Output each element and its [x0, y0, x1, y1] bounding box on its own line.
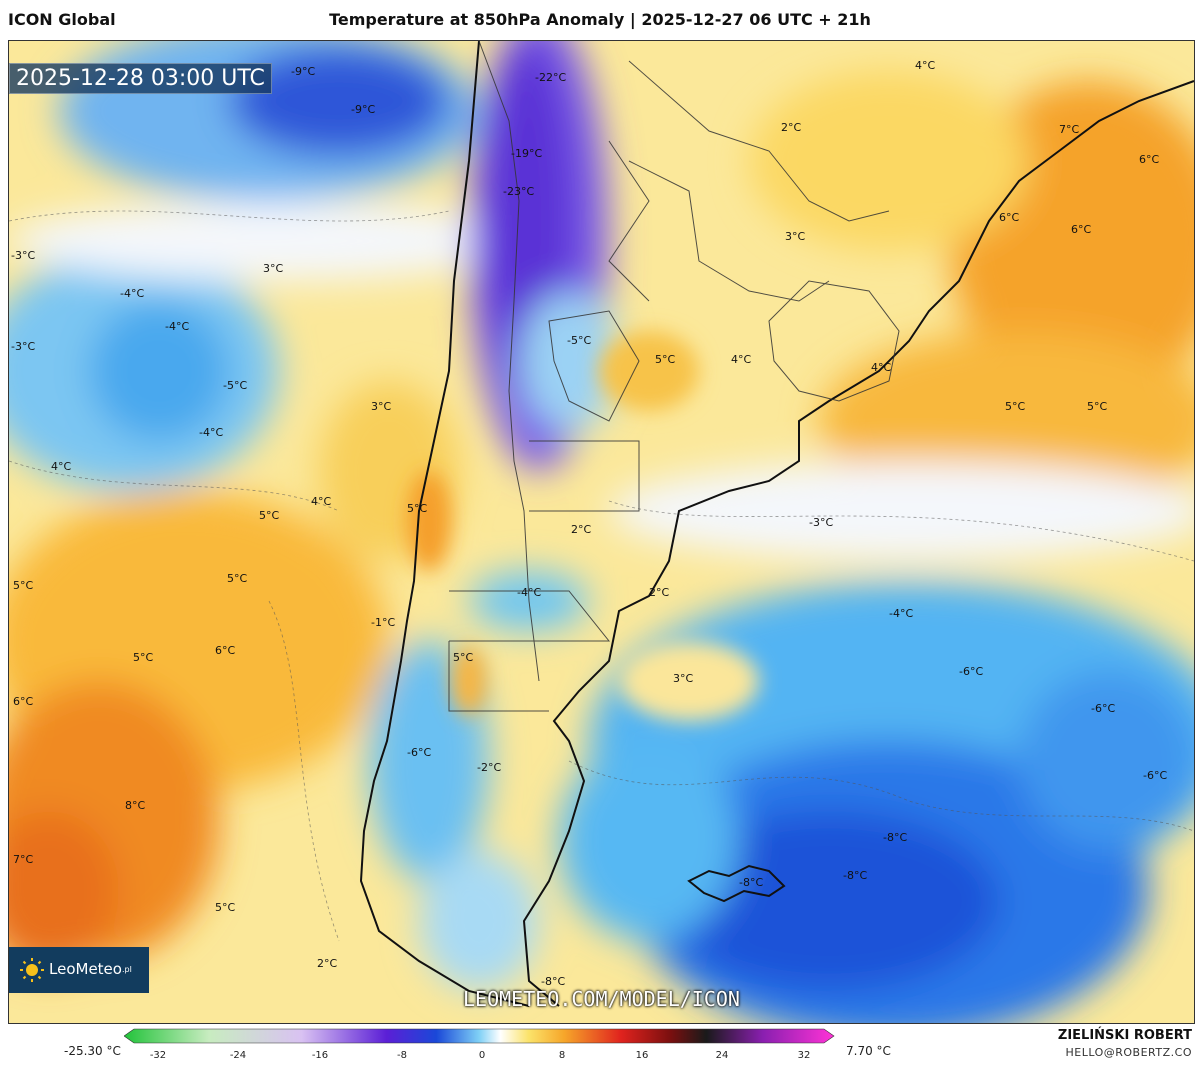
- logo-suffix: .pl: [121, 965, 132, 974]
- color-scale: -32 -24 -16 -8 0 8 16 24 32: [124, 1028, 835, 1061]
- scale-tick: -8: [397, 1050, 407, 1061]
- model-name: ICON Global: [8, 10, 116, 29]
- temp-label: 3°C: [785, 230, 805, 243]
- temp-label: -8°C: [739, 876, 763, 889]
- temp-label: -22°C: [535, 71, 566, 84]
- anomaly-map: -9°C -9°C -22°C -19°C -23°C 4°C 2°C 7°C …: [8, 40, 1195, 1024]
- temp-label: 8°C: [125, 799, 145, 812]
- scale-tick: 32: [798, 1050, 811, 1061]
- temp-label: 2°C: [781, 121, 801, 134]
- temp-label: 5°C: [227, 572, 247, 585]
- temp-label: -4°C: [199, 426, 223, 439]
- temperature-labels: -9°C -9°C -22°C -19°C -23°C 4°C 2°C 7°C …: [11, 59, 1167, 988]
- temp-label: 5°C: [655, 353, 675, 366]
- temp-label: 2°C: [571, 523, 591, 536]
- temp-label: 5°C: [407, 502, 427, 515]
- temp-label: 6°C: [215, 644, 235, 657]
- scale-tick: 8: [559, 1050, 565, 1061]
- scale-ticks: -32 -24 -16 -8 0 8 16 24 32: [150, 1050, 811, 1061]
- temp-label: -3°C: [809, 516, 833, 529]
- temp-label: 4°C: [915, 59, 935, 72]
- temp-label: -9°C: [351, 103, 375, 116]
- temp-label: 5°C: [453, 651, 473, 664]
- temp-label: -6°C: [1143, 769, 1167, 782]
- legend-bar: -25.30 °C -32 -24 -: [0, 1024, 1200, 1066]
- borders: [448, 41, 900, 712]
- temp-label: 5°C: [259, 509, 279, 522]
- chart-title: Temperature at 850hPa Anomaly | 2025-12-…: [329, 10, 871, 29]
- temp-label: 4°C: [871, 361, 891, 374]
- scale-tick: 16: [636, 1050, 649, 1061]
- temp-label: 5°C: [133, 651, 153, 664]
- watermark-url[interactable]: LEOMETEO.COM/MODEL/ICON: [463, 987, 740, 1011]
- color-scale-bar: [124, 1028, 835, 1044]
- scale-min-value: -25.30 °C: [64, 1044, 121, 1058]
- temp-label: -4°C: [120, 287, 144, 300]
- leometeo-logo[interactable]: LeoMeteo.pl: [9, 947, 149, 993]
- temp-label: 3°C: [371, 400, 391, 413]
- temp-label: -2°C: [477, 761, 501, 774]
- temp-label: -8°C: [843, 869, 867, 882]
- temp-label: 3°C: [263, 262, 283, 275]
- temp-label: -8°C: [541, 975, 565, 988]
- author-email[interactable]: HELLO@ROBERTZ.CO: [1065, 1046, 1192, 1059]
- falkland-islands: [687, 864, 786, 903]
- temp-label: 4°C: [51, 460, 71, 473]
- temp-label: -23°C: [503, 185, 534, 198]
- temp-label: 6°C: [1139, 153, 1159, 166]
- temp-label: -3°C: [11, 249, 35, 262]
- temp-label: 6°C: [13, 695, 33, 708]
- temp-label: 5°C: [13, 579, 33, 592]
- temp-label: -1°C: [371, 616, 395, 629]
- temp-label: 2°C: [649, 586, 669, 599]
- scale-tick: 24: [716, 1050, 729, 1061]
- author-name: ZIELIŃSKI ROBERT: [1057, 1028, 1192, 1043]
- header-bar: ICON Global Temperature at 850hPa Anomal…: [0, 0, 1200, 40]
- temp-label: 6°C: [1071, 223, 1091, 236]
- temp-label: -5°C: [223, 379, 247, 392]
- temp-label: 7°C: [1059, 123, 1079, 136]
- temp-label: -6°C: [1091, 702, 1115, 715]
- scale-tick: -32: [150, 1050, 166, 1061]
- temp-label: 5°C: [1087, 400, 1107, 413]
- map-canvas: -9°C -9°C -22°C -19°C -23°C 4°C 2°C 7°C …: [9, 41, 1194, 1023]
- scale-tick: 0: [479, 1050, 485, 1061]
- scale-max-value: 7.70 °C: [846, 1044, 891, 1058]
- contour-lines: [9, 210, 1194, 942]
- scale-tick: -24: [230, 1050, 246, 1061]
- temp-label: -8°C: [883, 831, 907, 844]
- coastlines: [359, 41, 1194, 1007]
- temp-label: -4°C: [889, 607, 913, 620]
- temp-label: -5°C: [567, 334, 591, 347]
- temp-label: -4°C: [517, 586, 541, 599]
- temp-label: 4°C: [731, 353, 751, 366]
- temp-label: -9°C: [291, 65, 315, 78]
- sun-icon: [20, 958, 44, 982]
- temp-label: 5°C: [215, 901, 235, 914]
- temp-label: 2°C: [317, 957, 337, 970]
- temp-label: 3°C: [673, 672, 693, 685]
- temp-label: -6°C: [407, 746, 431, 759]
- temp-label: 5°C: [1005, 400, 1025, 413]
- temp-label: -6°C: [959, 665, 983, 678]
- temp-label: 6°C: [999, 211, 1019, 224]
- logo-name: LeoMeteo: [49, 960, 122, 978]
- temp-label: 4°C: [311, 495, 331, 508]
- logo-label: LeoMeteo.pl: [49, 960, 132, 978]
- temp-label: -3°C: [11, 340, 35, 353]
- temp-label: 7°C: [13, 853, 33, 866]
- temp-label: -4°C: [165, 320, 189, 333]
- temp-label: -19°C: [511, 147, 542, 160]
- field-detail: [407, 331, 759, 721]
- scale-tick: -16: [312, 1050, 328, 1061]
- valid-time-badge: 2025-12-28 03:00 UTC: [9, 63, 272, 94]
